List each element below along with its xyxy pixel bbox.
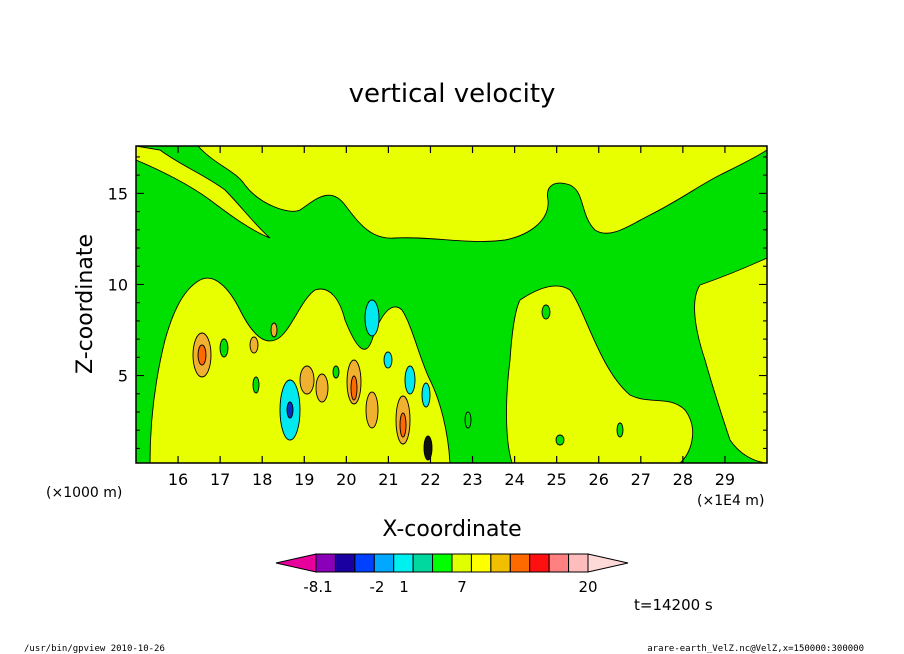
colorbar-segment [568, 553, 589, 573]
contour-cell-orange [299, 365, 315, 395]
contour-island-green [616, 422, 624, 438]
x-tick-label: 25 [546, 470, 566, 489]
contour-island-green [541, 304, 551, 320]
contour-region-yellow-right [694, 257, 767, 463]
colorbar-label: 7 [457, 578, 467, 596]
colorbar-segment [334, 553, 356, 573]
contour-island-green [464, 411, 472, 429]
contour-cell-red [350, 375, 358, 401]
x-axis-label: X-coordinate [382, 517, 521, 542]
y-tick-label: 5 [118, 367, 128, 386]
colorbar-label: -2 [370, 578, 385, 596]
x-tick-label: 24 [504, 470, 524, 489]
contour-cell-cyan [364, 299, 380, 337]
x-tick-label: 20 [336, 470, 356, 489]
x-axis-unit: (×1E4 m) [697, 493, 764, 509]
colorbar-segment [373, 553, 395, 573]
contour-island-green [219, 338, 229, 358]
contour-cell-orange [270, 322, 278, 338]
x-tick-label: 17 [210, 470, 230, 489]
x-tick-label: 29 [715, 470, 735, 489]
x-tick-label: 19 [294, 470, 314, 489]
y-tick-label: 10 [108, 275, 128, 294]
footer-left: /usr/bin/gpview 2010-10-26 [24, 644, 165, 654]
contour-cell-cyan [383, 351, 393, 369]
contour-island-green [252, 376, 260, 394]
y-tick-label: 15 [108, 184, 128, 203]
colorbar-arrow-right [587, 553, 629, 573]
colorbar-segment [315, 553, 336, 573]
colorbar-segment [509, 553, 531, 573]
colorbar-segment [412, 553, 434, 573]
x-tick-label: 26 [589, 470, 609, 489]
contour-cell-dark [423, 435, 433, 461]
x-tick-label: 27 [631, 470, 651, 489]
y-axis-unit: (×1000 m) [46, 485, 122, 501]
colorbar-segment [432, 553, 453, 573]
contour-region-yellow-center-right [506, 285, 694, 463]
colorbar-label: -8.1 [303, 578, 332, 596]
contour-island-green [555, 434, 565, 446]
plot-frame [135, 145, 768, 464]
x-tick-label: 21 [378, 470, 398, 489]
x-tick-label: 23 [462, 470, 482, 489]
colorbar-segment [354, 553, 375, 573]
contour-region-yellow-upper-left [136, 146, 271, 239]
contour-fields [136, 146, 767, 463]
colorbar-segment [451, 553, 472, 573]
plot-area: 16 17 18 19 20 21 22 23 24 25 26 27 28 29 5 10 15 [108, 145, 768, 489]
contour-cell-cyan [421, 382, 431, 408]
colorbar [275, 553, 629, 573]
x-tick-label: 18 [252, 470, 272, 489]
colorbar-label: 20 [578, 578, 597, 596]
colorbar-arrow-left [275, 553, 317, 573]
colorbar-segment [470, 553, 492, 573]
axis-ticks: 16 17 18 19 20 21 22 23 24 25 26 27 28 29 5 10 15 [108, 146, 767, 489]
contour-cell-red [399, 412, 407, 438]
colorbar-labels: -8.1 -2 1 7 20 [303, 578, 597, 596]
x-tick-label: 28 [673, 470, 693, 489]
chart-title: vertical velocity [349, 79, 556, 109]
y-axis-label: Z-coordinate [73, 234, 98, 374]
colorbar-segment [529, 553, 550, 573]
contour-region-yellow-upper [197, 146, 767, 242]
colorbar-segment [393, 553, 414, 573]
colorbar-segment [490, 553, 511, 573]
contour-cell-orange [365, 391, 379, 429]
x-tick-label: 22 [420, 470, 440, 489]
contour-island-green [332, 365, 340, 379]
x-tick-label: 16 [168, 470, 188, 489]
footer-right: arare-earth_VelZ.nc@VelZ,x=150000:300000 [647, 644, 864, 654]
contour-cell-orange [249, 336, 259, 354]
colorbar-segment [548, 553, 570, 573]
contour-cell-blue [286, 401, 294, 419]
colorbar-label: 1 [399, 578, 409, 596]
contour-cell-orange [315, 373, 329, 403]
time-label: t=14200 s [634, 596, 713, 614]
contour-cell-cyan [404, 365, 416, 395]
contour-cell-red [197, 344, 207, 366]
